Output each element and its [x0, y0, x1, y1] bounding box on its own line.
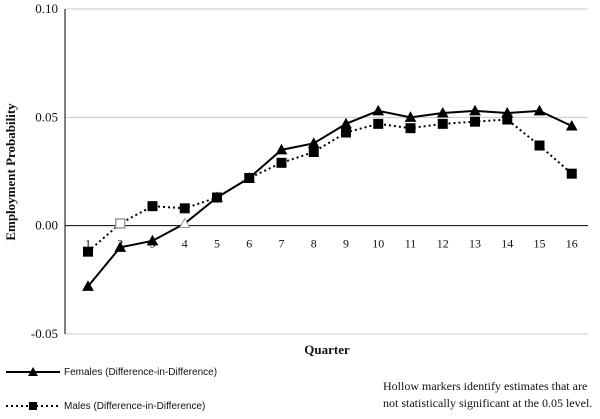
- point-males: [341, 127, 351, 138]
- point-females: [146, 234, 159, 246]
- point-females: [372, 104, 385, 116]
- legend-item-females: Females (Difference-in-Difference): [6, 367, 217, 378]
- x-tick-labels: 12345678910111213141516: [85, 237, 578, 251]
- x-tick-label: 8: [311, 237, 317, 251]
- legend-label-males: Males (Difference-in-Difference): [64, 401, 205, 412]
- x-tick-label: 16: [566, 237, 578, 251]
- x-tick-label: 4: [182, 237, 188, 251]
- y-tick-label: -0.05: [31, 326, 58, 341]
- axes: [64, 9, 588, 334]
- y-tick-label: 0.10: [35, 1, 58, 16]
- y-axis-title: Employment Probability: [3, 103, 18, 241]
- x-tick-label: 15: [534, 237, 546, 251]
- point-males: [244, 173, 255, 183]
- point-females: [436, 106, 449, 118]
- legend-marker-males: [29, 402, 37, 410]
- x-tick-label: 1: [85, 237, 91, 251]
- point-males: [534, 140, 545, 151]
- gridlines: [65, 8, 588, 335]
- legend: Females (Difference-in-Difference) Males…: [6, 367, 217, 412]
- point-males: [502, 114, 513, 125]
- legend-label-females: Females (Difference-in-Difference): [64, 367, 217, 378]
- point-males: [566, 168, 577, 179]
- point-males: [147, 201, 158, 212]
- legend-item-males: Males (Difference-in-Difference): [6, 401, 205, 412]
- point-females: [82, 280, 94, 291]
- x-axis-title: Quarter: [304, 342, 350, 357]
- point-males: [212, 192, 222, 203]
- point-males: [470, 116, 480, 127]
- point-males: [115, 218, 126, 229]
- y-tick-labels: 0.10 0.05 0.00 -0.05: [31, 1, 58, 341]
- x-tick-label: 9: [343, 237, 349, 251]
- point-males: [83, 246, 93, 257]
- series-line-males: [87, 118, 573, 253]
- point-males: [179, 203, 190, 214]
- x-tick-label: 13: [469, 237, 481, 251]
- x-tick-label: 6: [246, 237, 252, 251]
- point-females: [404, 111, 417, 122]
- x-tick-label: 7: [279, 237, 285, 251]
- point-males: [437, 118, 448, 129]
- x-tick-label: 5: [214, 237, 220, 251]
- point-males: [373, 118, 384, 129]
- point-females: [533, 104, 546, 116]
- x-tick-label: 14: [501, 237, 513, 251]
- significance-note: Hollow markers identify estimates that a…: [383, 379, 593, 410]
- series-line-females: [87, 109, 573, 287]
- point-females: [178, 217, 191, 228]
- x-tick-label: 12: [437, 237, 449, 251]
- point-males: [276, 157, 287, 168]
- series-lines: [82, 104, 578, 291]
- point-females: [565, 119, 578, 131]
- point-females: [469, 104, 481, 116]
- y-tick-label: 0.00: [35, 218, 58, 233]
- point-females: [275, 143, 288, 155]
- x-tick-label: 10: [372, 237, 384, 251]
- point-females: [114, 241, 127, 252]
- point-males: [308, 147, 319, 157]
- point-males: [405, 123, 416, 134]
- x-tick-label: 11: [405, 237, 417, 251]
- y-tick-label: 0.05: [35, 109, 58, 124]
- point-females: [307, 137, 320, 148]
- legend-marker-females: [28, 367, 38, 376]
